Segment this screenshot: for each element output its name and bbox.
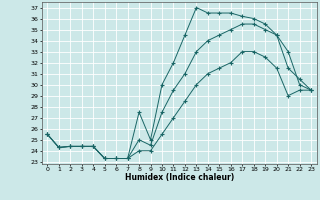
X-axis label: Humidex (Indice chaleur): Humidex (Indice chaleur): [124, 173, 234, 182]
